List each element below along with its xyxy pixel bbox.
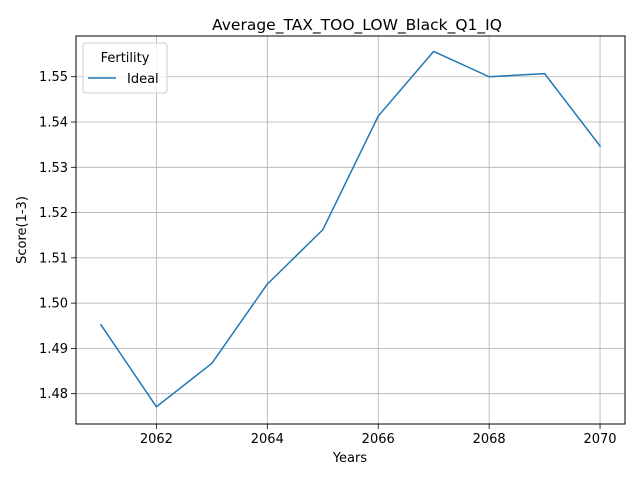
y-tick-label: 1.53	[39, 161, 68, 176]
y-tick-label: 1.52	[39, 206, 68, 221]
y-tick-label: 1.49	[39, 342, 68, 357]
y-tick-label: 1.54	[39, 116, 68, 131]
y-tick-label: 1.48	[39, 387, 68, 402]
legend-box	[82, 42, 168, 94]
grid	[76, 36, 625, 424]
y-tick-label: 1.51	[39, 251, 68, 266]
x-tick-label: 2068	[473, 432, 506, 447]
y-tick-label: 1.55	[39, 70, 68, 85]
legend-title: Fertility	[101, 51, 150, 66]
plot-area-frame	[75, 35, 626, 425]
y-axis-ticks: 1.48 1.49 1.50 1.51 1.52 1.53 1.54 1.55	[39, 70, 76, 402]
chart-title: Average_TAX_TOO_LOW_Black_Q1_IQ	[212, 16, 502, 35]
legend: Fertility Ideal	[82, 42, 168, 94]
series-lines	[99, 50, 602, 408]
y-tick-label: 1.50	[39, 297, 68, 312]
series-line-ideal	[99, 50, 602, 408]
x-tick-label: 2070	[583, 432, 616, 447]
x-tick-label: 2066	[362, 432, 395, 447]
x-axis-ticks: 2062 2064 2066 2068 2070	[140, 424, 617, 447]
legend-label-ideal: Ideal	[127, 72, 159, 87]
y-axis-label: Score(1-3)	[15, 196, 30, 264]
x-tick-label: 2064	[251, 432, 284, 447]
x-axis-label: Years	[332, 451, 368, 466]
x-tick-label: 2062	[140, 432, 173, 447]
